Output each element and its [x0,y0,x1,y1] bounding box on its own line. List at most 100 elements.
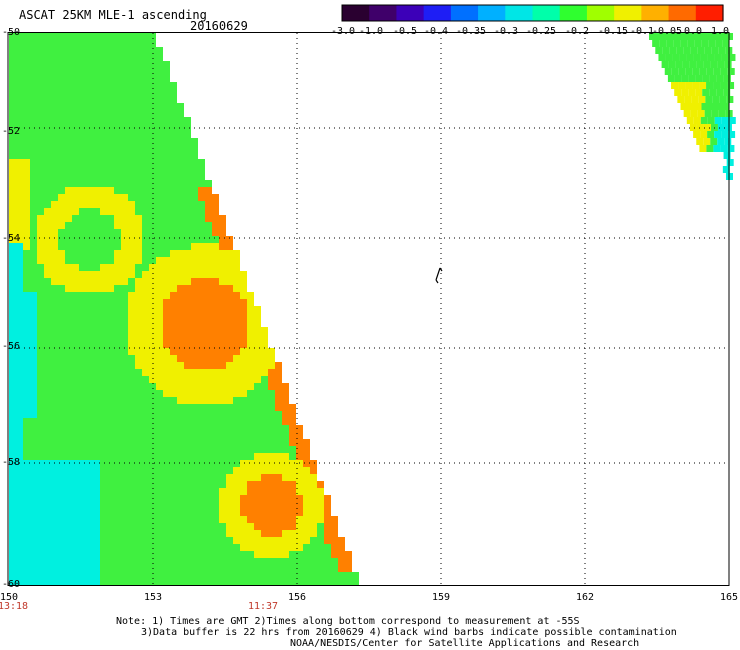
swath-cell [170,516,177,523]
swath-cell [79,54,86,61]
swath-cell [79,523,86,530]
swath-cell [44,425,51,432]
swath-cell [93,40,100,47]
swath-cell [107,467,114,474]
swath-cell [23,355,30,362]
swath-cell [156,579,163,586]
swath-cell [163,481,170,488]
swath-cell [65,124,72,131]
swath-cell [79,75,86,82]
swath-cell [135,110,142,117]
swath-cell [324,544,331,551]
swath-cell [93,565,100,572]
swath-cell [100,523,107,530]
swath-cell [114,47,121,54]
swath-cell [198,383,205,390]
swath-cell [163,397,170,404]
swath-cell [149,453,156,460]
swath-cell [72,376,79,383]
swath-cell [254,551,261,558]
swath-cell [58,488,65,495]
swath-cell [240,579,247,586]
swath-cell [170,138,177,145]
swath-cell [142,313,149,320]
swath-cell [107,159,114,166]
swath-cell [9,495,16,502]
swath-cell [163,523,170,530]
swath-cell [51,131,58,138]
swath-cell [93,579,100,586]
swath-cell [303,565,310,572]
swath-cell [170,467,177,474]
swath-cell [30,355,37,362]
swath-cell [170,236,177,243]
swath-cell [72,173,79,180]
swath-cell [86,544,93,551]
swath-cell [135,75,142,82]
swath-cell [23,292,30,299]
swath-cell [240,439,247,446]
swath-cell [72,565,79,572]
swath-cell [114,159,121,166]
swath-cell [233,348,240,355]
swath-cell [121,47,128,54]
swath-cell [121,516,128,523]
swath-cell [86,411,93,418]
swath-cell [156,61,163,68]
swath-cell [16,264,23,271]
swath-cell [724,138,732,145]
colorbar-swatch [478,5,506,21]
swath-cell [100,306,107,313]
swath-cell [142,292,149,299]
swath-cell [184,208,191,215]
swath-cell [93,194,100,201]
swath-cell [107,292,114,299]
swath-cell [51,250,58,257]
swath-cell [65,502,72,509]
swath-cell [275,530,282,537]
swath-cell [163,243,170,250]
swath-cell [184,117,191,124]
swath-cell [170,264,177,271]
swath-cell [662,47,670,54]
swath-cell [198,453,205,460]
swath-cell [247,292,254,299]
swath-cell [37,509,44,516]
swath-cell [163,369,170,376]
swath-cell [44,166,51,173]
swath-cell [79,68,86,75]
swath-cell [51,544,58,551]
swath-cell [163,453,170,460]
swath-cell [86,369,93,376]
swath-cell [93,33,100,40]
swath-cell [721,54,729,61]
swath-cell [184,138,191,145]
swath-cell [51,383,58,390]
swath-cell [247,502,254,509]
swath-cell [254,320,261,327]
swath-cell [16,551,23,558]
swath-cell [240,551,247,558]
swath-cell [170,446,177,453]
swath-cell [184,355,191,362]
swath-cell [93,278,100,285]
swath-cell [177,376,184,383]
swath-cell [65,369,72,376]
swath-cell [37,243,44,250]
swath-cell [156,306,163,313]
swath-cell [240,327,247,334]
swath-cell [23,348,30,355]
swath-cell [30,516,37,523]
swath-cell [163,215,170,222]
swath-cell [685,68,693,75]
swath-cell [58,516,65,523]
swath-cell [254,488,261,495]
swath-cell [268,439,275,446]
swath-cell [128,187,135,194]
swath-cell [198,264,205,271]
swath-cell [240,285,247,292]
swath-cell [219,362,226,369]
swath-cell [282,474,289,481]
swath-cell [724,124,732,131]
swath-cell [72,131,79,138]
